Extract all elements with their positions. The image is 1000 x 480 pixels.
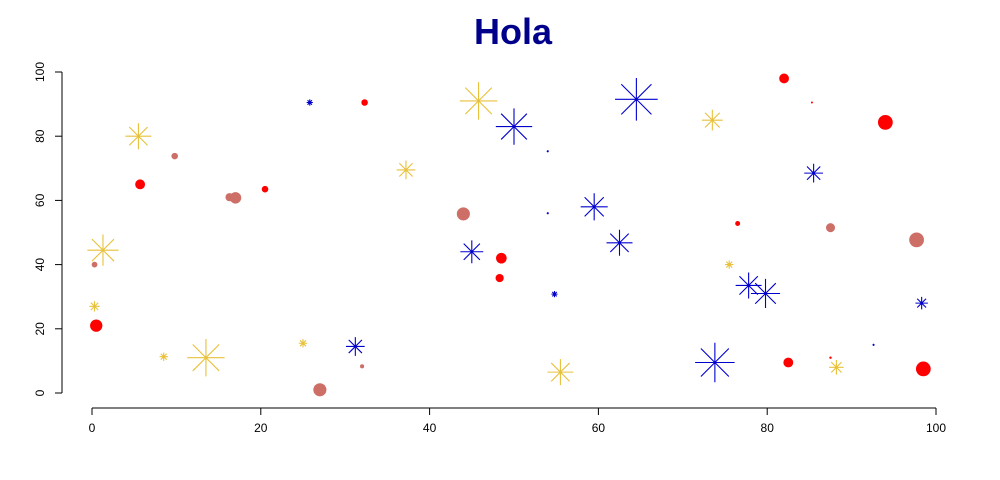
data-point-dot: [171, 152, 178, 160]
data-point-asterisk: [459, 82, 498, 120]
data-point-asterisk: [695, 342, 735, 383]
data-point-dot: [495, 273, 504, 283]
data-point-dot: [829, 356, 832, 359]
data-point-dot: [909, 232, 924, 248]
data-point-asterisk: [829, 360, 844, 375]
data-point-asterisk: [701, 109, 723, 131]
x-axis: 0 20 40 60 80 100: [89, 407, 946, 435]
data-point-asterisk: [495, 108, 533, 145]
data-point-asterisk: [298, 339, 308, 348]
data-point-asterisk: [159, 352, 168, 361]
x-tick-label: 100: [926, 421, 946, 435]
data-point-asterisk: [804, 163, 823, 183]
data-point-dot: [915, 361, 931, 377]
y-tick-label: 60: [33, 193, 47, 207]
data-point-dot: [877, 115, 893, 130]
data-point-dot: [361, 99, 368, 106]
chart-title: Hola: [474, 11, 553, 52]
data-point-asterisk: [750, 278, 781, 309]
y-tick-label: 40: [33, 258, 47, 272]
data-point-asterisk: [546, 150, 549, 153]
data-point-asterisk: [872, 343, 875, 346]
data-point-asterisk: [187, 338, 225, 377]
data-point-dot: [735, 221, 741, 226]
data-point-dot: [261, 185, 269, 193]
data-point-dot: [779, 73, 790, 84]
data-point-dot: [783, 357, 794, 368]
data-point-asterisk: [915, 296, 928, 310]
data-point-asterisk: [306, 99, 313, 106]
x-tick-label: 80: [761, 421, 775, 435]
data-point-dot: [229, 192, 242, 204]
data-point-dot: [810, 101, 813, 104]
data-point-dot: [91, 261, 98, 268]
data-point-asterisk: [460, 240, 484, 264]
x-tick-label: 40: [423, 421, 437, 435]
y-tick-label: 80: [33, 129, 47, 143]
x-tick-label: 0: [89, 421, 96, 435]
data-point-asterisk: [345, 337, 365, 356]
data-point-asterisk: [546, 212, 549, 215]
x-tick-label: 20: [254, 421, 268, 435]
data-point-dot: [496, 252, 507, 264]
data-point-asterisk: [89, 301, 100, 312]
y-tick-label: 0: [33, 389, 47, 396]
data-point-asterisk: [396, 160, 416, 180]
data-point-asterisk: [725, 260, 734, 269]
plot-area: [87, 73, 931, 397]
data-point-asterisk: [125, 123, 152, 150]
y-tick-label: 100: [33, 62, 47, 82]
data-point-asterisk: [580, 193, 608, 221]
data-point-asterisk: [615, 77, 658, 121]
data-point-dot: [135, 179, 146, 190]
data-point-dot: [90, 319, 103, 332]
data-point-asterisk: [735, 272, 762, 299]
x-tick-label: 60: [592, 421, 606, 435]
data-point-asterisk: [551, 291, 558, 298]
data-point-dot: [456, 207, 470, 221]
y-axis: 0 20 40 60 80 100: [33, 62, 63, 396]
data-point-asterisk: [87, 234, 119, 266]
data-point-dot: [313, 383, 327, 397]
data-point-asterisk: [606, 229, 633, 256]
data-point-dot: [825, 223, 836, 233]
data-point-dot: [360, 364, 365, 369]
data-point-asterisk: [547, 359, 574, 386]
y-tick-label: 20: [33, 322, 47, 336]
